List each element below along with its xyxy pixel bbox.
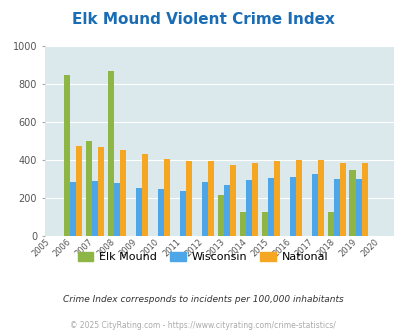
Bar [355, 180, 361, 236]
Bar [92, 181, 98, 236]
Bar [295, 160, 301, 236]
Bar [70, 182, 76, 236]
Bar [361, 163, 367, 236]
Text: Elk Mound Violent Crime Index: Elk Mound Violent Crime Index [71, 12, 334, 26]
Text: © 2025 CityRating.com - https://www.cityrating.com/crime-statistics/: © 2025 CityRating.com - https://www.city… [70, 321, 335, 330]
Bar [64, 75, 70, 236]
Legend: Elk Mound, Wisconsin, National: Elk Mound, Wisconsin, National [73, 248, 332, 267]
Bar [201, 182, 207, 236]
Bar [261, 212, 267, 236]
Bar [158, 188, 164, 236]
Bar [142, 154, 148, 236]
Bar [239, 212, 245, 236]
Bar [114, 183, 120, 236]
Bar [230, 165, 236, 236]
Bar [86, 141, 92, 236]
Bar [207, 161, 214, 236]
Bar [333, 179, 339, 236]
Bar [267, 178, 273, 236]
Bar [136, 187, 142, 236]
Bar [252, 163, 258, 236]
Bar [317, 160, 323, 236]
Bar [108, 71, 114, 236]
Text: Crime Index corresponds to incidents per 100,000 inhabitants: Crime Index corresponds to incidents per… [62, 295, 343, 304]
Bar [98, 147, 104, 236]
Bar [120, 149, 126, 236]
Bar [289, 177, 295, 236]
Bar [185, 161, 192, 236]
Bar [76, 146, 82, 236]
Bar [245, 181, 252, 236]
Bar [273, 161, 279, 236]
Bar [164, 158, 170, 236]
Bar [217, 195, 223, 236]
Bar [349, 170, 355, 236]
Bar [223, 185, 230, 236]
Bar [179, 191, 185, 236]
Bar [327, 212, 333, 236]
Bar [339, 163, 345, 236]
Bar [311, 174, 317, 236]
